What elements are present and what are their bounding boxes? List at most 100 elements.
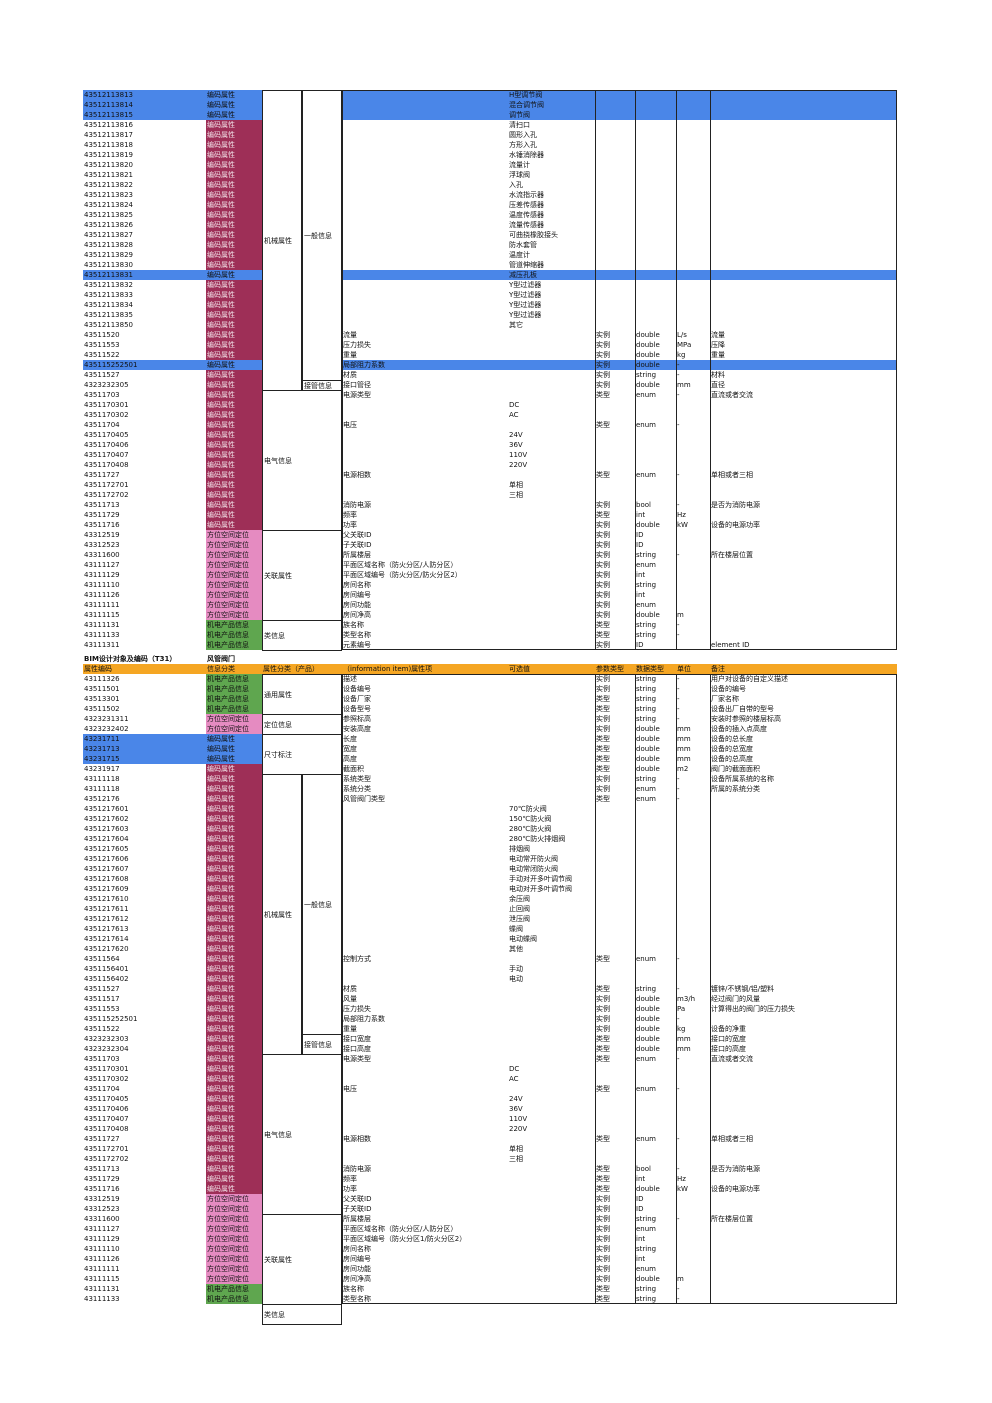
cell-unit: -	[677, 695, 680, 703]
cell-kind: 类型	[596, 391, 610, 399]
cell-code: 43511716	[84, 1185, 120, 1193]
cell-note	[710, 560, 897, 570]
cell-attr	[342, 250, 508, 260]
column-divider	[595, 90, 596, 650]
cell-code: 435115252501	[84, 361, 138, 369]
table-row: 4351172701 编码属性 单相	[83, 1144, 897, 1154]
cell-val	[508, 640, 595, 650]
cell-code: 43111129	[84, 571, 120, 579]
cell-unit	[676, 1114, 710, 1124]
cell-code: 4323232303	[84, 1035, 129, 1043]
cell-note	[710, 140, 897, 150]
cell-cls: 编码属性	[206, 764, 262, 774]
cell-unit: -	[677, 775, 680, 783]
cell-attr	[342, 450, 508, 460]
cell-note	[710, 270, 897, 280]
cell-note	[710, 420, 897, 430]
cell-dtype	[635, 100, 676, 110]
cell-attr: 宽度	[343, 745, 357, 753]
table-row: 43111129 方位空间定位 平面区域编号（防火分区/防火分区2） 实例 int	[83, 570, 897, 580]
cell-val	[508, 1214, 595, 1224]
cell-dtype	[635, 934, 676, 944]
cell-cls: 编码属性	[206, 460, 262, 470]
cell-code: 43511527	[84, 371, 120, 379]
cell-cls: 编码属性	[206, 310, 262, 320]
cell-code: 43111115	[84, 1275, 120, 1283]
cell-attr: 子关联ID	[343, 541, 372, 549]
cell-unit: mm	[677, 381, 691, 389]
cell-dtype: int	[636, 1235, 646, 1243]
cell-code: 43111118	[84, 785, 120, 793]
cell-dtype: double	[636, 755, 660, 763]
cell-val	[508, 1184, 595, 1194]
cell-attr	[342, 1154, 508, 1164]
cell-val: 三相	[509, 1155, 523, 1163]
cell-kind	[595, 1064, 635, 1074]
cell-code: 43512113831	[84, 271, 133, 279]
cell-unit: kg	[677, 1025, 686, 1033]
cell-unit: -	[677, 471, 680, 479]
cell-cls: 编码属性	[206, 220, 262, 230]
cell-attr	[342, 964, 508, 974]
section-title-row: BIM设计对象及编码（T31） 风管阀门	[83, 654, 897, 664]
cell-dtype	[635, 200, 676, 210]
cell-kind	[595, 250, 635, 260]
cell-cls: 机电产品信息	[206, 1284, 262, 1294]
cell-val: 110V	[509, 451, 528, 459]
cell-code: 43311600	[84, 1215, 120, 1223]
cell-unit: Hz	[677, 1175, 686, 1183]
cell-dtype: double	[636, 735, 660, 743]
cell-kind: 类型	[596, 795, 610, 803]
cell-note: 用户对设备的自定义描述	[711, 675, 788, 683]
cell-code: 4351217611	[84, 905, 129, 913]
group-label: 通用属性	[262, 674, 342, 715]
group-label: 一般信息	[302, 90, 342, 381]
cell-kind: 实例	[596, 1255, 610, 1263]
group-label: 关联属性	[262, 1214, 342, 1305]
cell-code: 43312519	[84, 531, 120, 539]
cell-kind: 类型	[596, 421, 610, 429]
table-row: 43312523 方位空间定位 子关联ID 实例 ID	[83, 1204, 897, 1214]
cell-dtype	[635, 1154, 676, 1164]
cell-kind	[595, 290, 635, 300]
cell-dtype	[635, 874, 676, 884]
table-row: 43513301 机电产品信息 设备厂家 类型 string - 厂家名称	[83, 694, 897, 704]
cell-note	[710, 1064, 897, 1074]
cell-attr	[342, 160, 508, 170]
cell-kind	[595, 460, 635, 470]
cell-note: 经过阀门的风量	[711, 995, 760, 1003]
cell-note: 计算得出的阀门的压力损失	[711, 1005, 795, 1013]
cell-code: 43111127	[84, 561, 120, 569]
cell-attr: 元素编号	[343, 641, 371, 649]
table-row: 43231917 编码属性 截面积 类型 double m2 阀门的截面面积	[83, 764, 897, 774]
table-row: 43111133 机电产品信息 类型名称 类型 string -	[83, 630, 897, 640]
table-row: 4351170301 编码属性 DC	[83, 1064, 897, 1074]
cell-unit	[676, 300, 710, 310]
cell-attr	[342, 1124, 508, 1134]
cell-code: 43231715	[83, 754, 206, 764]
table-row: 4351170405 编码属性 24V	[83, 1094, 897, 1104]
cell-kind	[595, 270, 635, 280]
table-row: 4351217607 编码属性 电动常闭防火阀	[83, 864, 897, 874]
cell-kind	[595, 834, 635, 844]
table-row: 43512113813 编码属性 H型调节阀	[83, 90, 897, 100]
cell-cls: 编码属性	[206, 290, 262, 300]
cell-attr	[342, 190, 508, 200]
cell-cls: 编码属性	[206, 1154, 262, 1164]
group-label: 机械属性	[262, 774, 302, 1055]
cell-dtype: string	[636, 581, 657, 589]
cell-code: 43511564	[84, 955, 120, 963]
cell-val	[508, 1294, 595, 1304]
table-row: 435115252501 编码属性 局部阻力系数 实例 double -	[83, 1014, 897, 1024]
table-row: 43512113824 编码属性 压差传感器	[83, 200, 897, 210]
table-row: 43512113814 编码属性 混合调节阀	[83, 100, 897, 110]
cell-cls: 编码属性	[206, 784, 262, 794]
cell-code: 4351172702	[84, 1155, 129, 1163]
cell-kind: 实例	[596, 371, 610, 379]
cell-kind	[595, 220, 635, 230]
cell-attr: 频率	[343, 511, 357, 519]
cell-code: 4351217614	[84, 935, 129, 943]
cell-cls: 方位空间定位	[206, 1244, 262, 1254]
cell-code: 43231711	[83, 734, 206, 744]
cell-cls: 方位空间定位	[206, 580, 262, 590]
